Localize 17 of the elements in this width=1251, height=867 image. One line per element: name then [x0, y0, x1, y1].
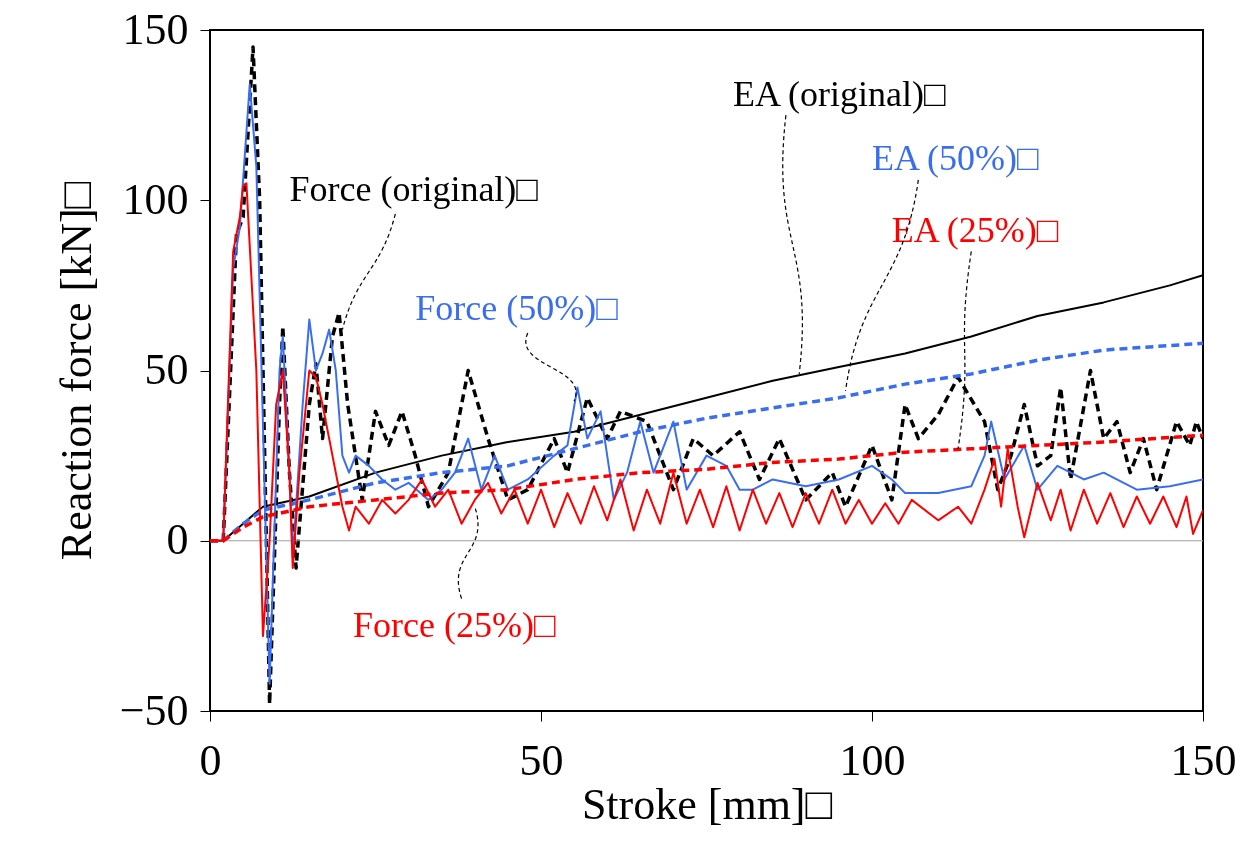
y-tick-label: −50 [119, 685, 189, 735]
series-label: Force (50%)□ [415, 288, 619, 329]
x-tick-label: 50 [519, 735, 564, 785]
x-tick-label: 150 [1170, 735, 1237, 785]
y-tick-label: 150 [122, 4, 189, 54]
y-tick-label: 50 [144, 345, 189, 394]
y-tick-label: 0 [166, 515, 189, 565]
x-axis-title: Stroke [mm]□ [581, 779, 833, 829]
text: EA (original)□ [732, 73, 946, 114]
x-tick-label: 0 [199, 735, 222, 785]
series-label: Force (25%)□ [352, 604, 556, 645]
series-label: Force (original)□ [289, 169, 539, 210]
y-axis-title: Reaction force [kN]□ [51, 181, 101, 561]
text: EA (50%)□ [872, 138, 1039, 179]
x-tick-label: 100 [839, 735, 906, 785]
y-tick-label: 100 [122, 174, 189, 224]
text: EA (25%)□ [891, 209, 1059, 250]
